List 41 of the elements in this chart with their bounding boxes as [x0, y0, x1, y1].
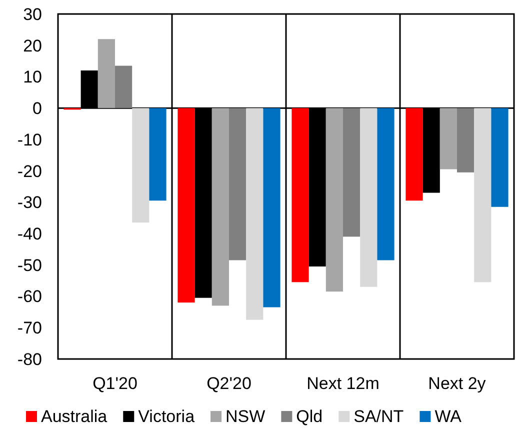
x-tick-label: Q1'20	[92, 374, 138, 393]
legend-label: Australia	[41, 407, 108, 426]
bar	[115, 66, 132, 108]
bar	[292, 108, 309, 282]
legend-label: Victoria	[138, 407, 196, 426]
bar	[491, 108, 508, 207]
bar	[457, 108, 474, 172]
legend-label: Qld	[296, 407, 323, 426]
bar	[246, 108, 264, 320]
bar	[212, 108, 229, 306]
y-tick-label: 10	[23, 68, 42, 87]
bar	[377, 108, 394, 260]
bar	[229, 108, 246, 260]
y-tick-label: 20	[23, 36, 42, 56]
bar	[98, 39, 115, 108]
y-tick-label: 0	[32, 99, 42, 118]
y-tick-label: -80	[17, 350, 42, 369]
x-tick-label: Next 12m	[306, 374, 380, 393]
y-tick-label: 30	[23, 4, 42, 24]
bar	[360, 108, 378, 287]
x-tick-label: Next 2y	[428, 374, 486, 393]
bar	[263, 108, 280, 308]
legend-label: NSW	[226, 407, 266, 426]
x-tick-label: Q2'20	[206, 374, 252, 393]
y-tick-label: -20	[17, 162, 42, 181]
bar	[440, 108, 457, 170]
bar	[149, 108, 166, 201]
bar	[132, 108, 150, 223]
bar	[343, 108, 360, 237]
bar	[474, 108, 492, 282]
bar	[326, 108, 343, 292]
y-tick-label: -60	[17, 287, 42, 306]
bar	[406, 108, 423, 201]
y-tick-label: -10	[17, 130, 42, 150]
y-tick-label: -40	[17, 224, 42, 244]
y-tick-label: -30	[17, 193, 42, 212]
legend-label: SA/NT	[354, 407, 404, 426]
y-tick-label: -50	[17, 256, 42, 275]
y-tick-label: -70	[17, 318, 42, 338]
bar	[178, 108, 195, 303]
legend-label: WA	[434, 407, 462, 426]
